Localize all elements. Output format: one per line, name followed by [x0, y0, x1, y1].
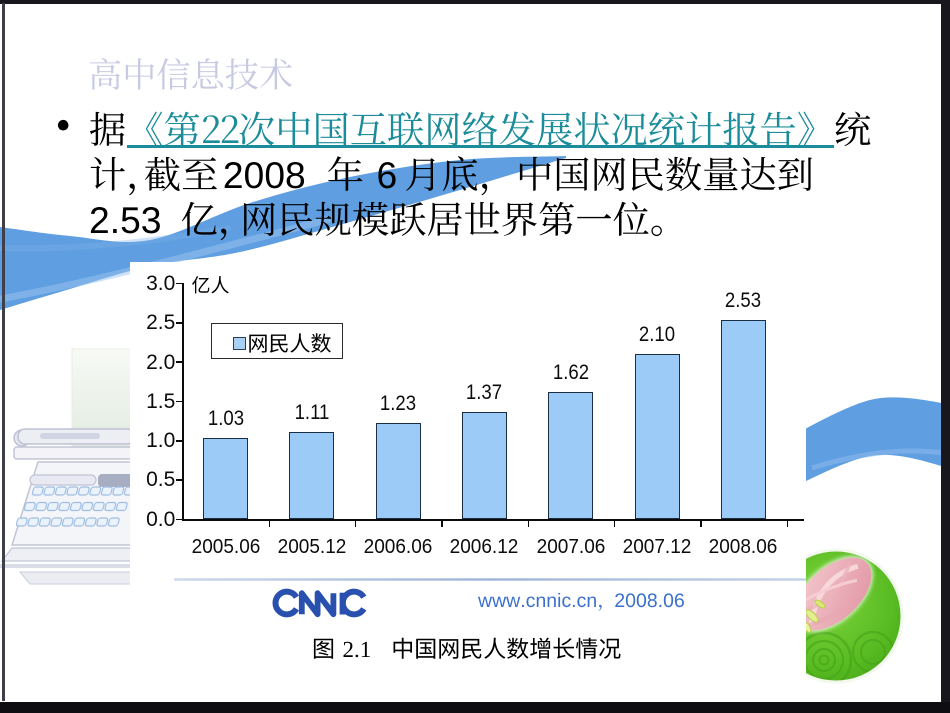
- y-tick-label: 1.5: [146, 389, 176, 413]
- slide-header-glyphs: [89, 58, 293, 90]
- x-label-2005.06: 2005.06: [191, 536, 260, 559]
- x-label-2007.06: 2007.06: [536, 536, 606, 559]
- x-label-2008.06: 2008.06: [709, 536, 778, 559]
- cnnic-logo: [272, 588, 367, 618]
- y-tick-label: 1.0: [146, 429, 176, 453]
- report-link-underline: [127, 145, 834, 148]
- wave-swoosh-right: [768, 397, 950, 500]
- frame-top: [0, 0, 950, 4]
- x-tick: [613, 519, 616, 528]
- bar-2006.06: [375, 422, 421, 520]
- x-tick: [527, 519, 530, 528]
- computer-illustration: [0, 348, 141, 585]
- bar-2008.06: [720, 320, 766, 520]
- y-tick: [175, 479, 183, 481]
- y-axis: [182, 283, 184, 520]
- bar-value-2008.06: 2.53: [725, 289, 762, 313]
- bar-2005.12: [289, 432, 335, 520]
- bar-value-2007.06: 1.62: [552, 360, 589, 384]
- x-label-2006.06: 2006.06: [363, 536, 433, 559]
- bar-value-2006.12: 1.37: [466, 380, 503, 404]
- frame-right: [941, 0, 950, 713]
- bar-value-2005.12: 1.11: [294, 401, 330, 424]
- x-tick: [268, 519, 271, 528]
- bullet-icon: [57, 119, 69, 131]
- y-tick: [175, 322, 183, 324]
- body-line2-glyphs: [90, 156, 812, 196]
- x-label-2007.12: 2007.12: [622, 536, 692, 559]
- body-line1-glyphs: [89, 111, 871, 147]
- x-tick: [700, 519, 702, 528]
- bar-value-2007.12: 2.10: [639, 323, 676, 347]
- x-label-2005.12: 2005.12: [277, 536, 347, 559]
- bar-2007.12: [634, 354, 680, 520]
- frame-bottom: [0, 701, 950, 713]
- x-tick: [441, 519, 443, 528]
- x-tick: [786, 519, 789, 528]
- x-label-2006.12: 2006.12: [450, 536, 519, 559]
- y-tick-label: 0.5: [146, 468, 176, 492]
- y-tick-label: 2.0: [146, 350, 176, 374]
- y-tick: [175, 361, 183, 363]
- y-tick-label: 0.0: [146, 507, 176, 531]
- bar-2007.06: [548, 391, 594, 520]
- bar-2006.12: [461, 411, 507, 520]
- chart-image: 0.0 0.5 1.0 1.5 2.0 2.5 3.0 1.03 2005.06 1.11 2005…: [130, 262, 806, 676]
- legend-swatch: [232, 336, 246, 350]
- bar-2005.06: [203, 438, 248, 520]
- y-tick-label: 3.0: [146, 271, 176, 295]
- y-tick-label: 2.5: [146, 311, 176, 335]
- x-tick: [354, 519, 357, 528]
- frame-left-line: [2, 3, 5, 701]
- body-line3-glyphs: [90, 201, 662, 240]
- y-tick: [175, 400, 183, 403]
- y-tick: [175, 282, 183, 285]
- x-axis: [182, 519, 804, 521]
- bar-value-2005.06: 1.03: [207, 407, 244, 431]
- chart-separator-line: [174, 578, 806, 581]
- y-tick: [175, 518, 183, 521]
- bar-value-2006.06: 1.23: [380, 391, 417, 415]
- y-tick: [175, 439, 183, 442]
- chart-decor: [174, 276, 806, 659]
